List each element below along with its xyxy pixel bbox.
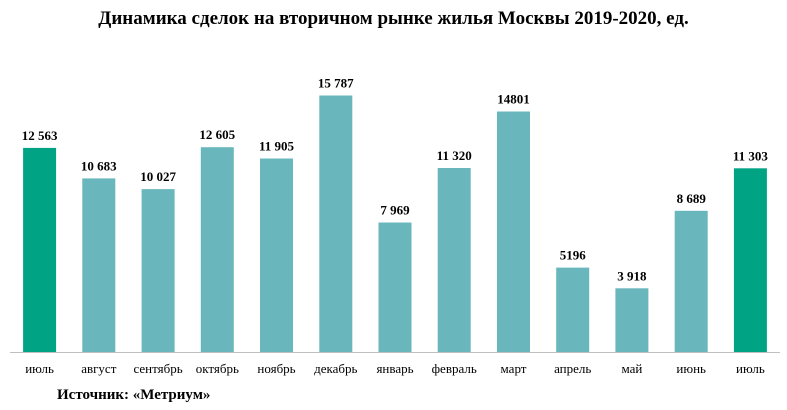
value-label-4: 11 905 (259, 139, 295, 154)
value-label-2: 10 027 (140, 169, 176, 184)
bar-0 (23, 147, 57, 352)
source-note: Источник: «Метриум» (57, 387, 211, 403)
category-label-9: апрель (554, 361, 591, 376)
value-label-11: 8 689 (677, 191, 707, 206)
value-labels-group: 12 563 10 683 10 027 12 605 11 905 15 787 7 96… (22, 76, 769, 284)
value-label-3: 12 605 (199, 127, 235, 142)
bar-1 (82, 178, 116, 352)
chart-title: Динамика сделок на вторичном рынке жилья… (98, 8, 689, 29)
value-label-6: 7 969 (380, 203, 410, 218)
value-label-0: 12 563 (22, 128, 58, 143)
category-label-4: ноябрь (257, 361, 295, 376)
bar-10 (615, 288, 649, 352)
value-label-10: 3 918 (617, 268, 647, 283)
value-label-7: 11 320 (437, 148, 472, 163)
bar-8 (497, 111, 530, 352)
bar-6 (378, 222, 412, 352)
bar-9 (556, 267, 590, 352)
category-label-0: июль (25, 361, 54, 376)
bar-3 (200, 147, 234, 352)
value-label-1: 10 683 (81, 158, 117, 173)
category-label-12: июль (736, 361, 765, 376)
bar-2 (141, 189, 175, 352)
value-label-8: 14801 (497, 92, 530, 107)
category-label-7: февраль (432, 361, 477, 376)
bar-5 (319, 95, 353, 352)
category-label-8: март (501, 361, 527, 376)
bar-4 (260, 158, 293, 352)
value-label-5: 15 787 (318, 76, 354, 91)
bar-11 (674, 210, 708, 352)
category-label-10: май (621, 361, 642, 376)
bars-group (23, 95, 767, 352)
category-label-6: январь (376, 361, 413, 376)
category-labels-group: июль август сентябрь октябрь ноябрь декабрь ян… (25, 361, 765, 376)
category-label-11: июнь (676, 361, 706, 376)
bar-12 (733, 168, 767, 352)
category-label-5: декабрь (314, 361, 357, 376)
value-label-12: 11 303 (733, 148, 769, 163)
value-label-9: 5196 (560, 248, 587, 263)
bar-7 (437, 168, 471, 352)
category-label-2: сентябрь (133, 361, 182, 376)
category-label-1: август (81, 361, 117, 376)
category-label-3: октябрь (196, 361, 239, 376)
